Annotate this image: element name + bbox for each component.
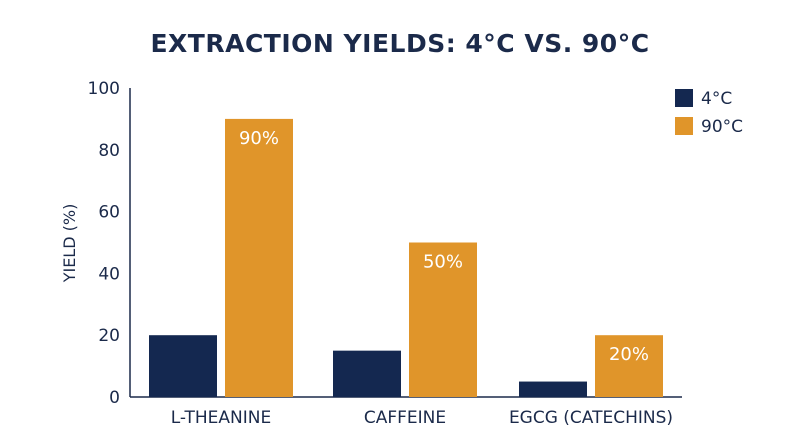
y-ticks: 0 20 40 60 80 100 — [88, 79, 120, 408]
y-tick-label: 60 — [98, 203, 120, 223]
bar-4c — [149, 335, 217, 397]
category-label: L-THEANINE — [171, 408, 271, 428]
legend: 4°C 90°C — [675, 89, 743, 137]
legend-swatch — [675, 117, 693, 135]
y-tick-label: 100 — [88, 79, 120, 99]
chart-title: EXTRACTION YIELDS: 4°C VS. 90°C — [150, 29, 649, 58]
legend-label: 4°C — [701, 89, 732, 109]
bar-data-label: 20% — [609, 344, 649, 365]
category-label: CAFFEINE — [364, 408, 446, 428]
bar-data-label: 90% — [239, 128, 279, 149]
bars-group: 90% 50% 20% — [149, 118, 663, 398]
bar-4c — [333, 350, 401, 397]
category-label: EGCG (CATECHINS) — [509, 408, 673, 428]
bar-90c — [595, 335, 663, 397]
category-labels: L-THEANINE CAFFEINE EGCG (CATECHINS) — [171, 408, 673, 428]
legend-swatch — [675, 89, 693, 107]
bar-4c — [519, 381, 587, 397]
bar-90c — [225, 118, 293, 398]
y-tick-label: 20 — [98, 326, 120, 346]
y-tick-label: 40 — [98, 264, 120, 284]
y-axis-label: YIELD (%) — [60, 204, 79, 284]
y-tick-label: 80 — [98, 141, 120, 161]
legend-label: 90°C — [701, 117, 743, 137]
y-tick-label: 0 — [109, 388, 120, 408]
bar-90c — [409, 242, 477, 397]
bar-data-label: 50% — [423, 252, 463, 273]
